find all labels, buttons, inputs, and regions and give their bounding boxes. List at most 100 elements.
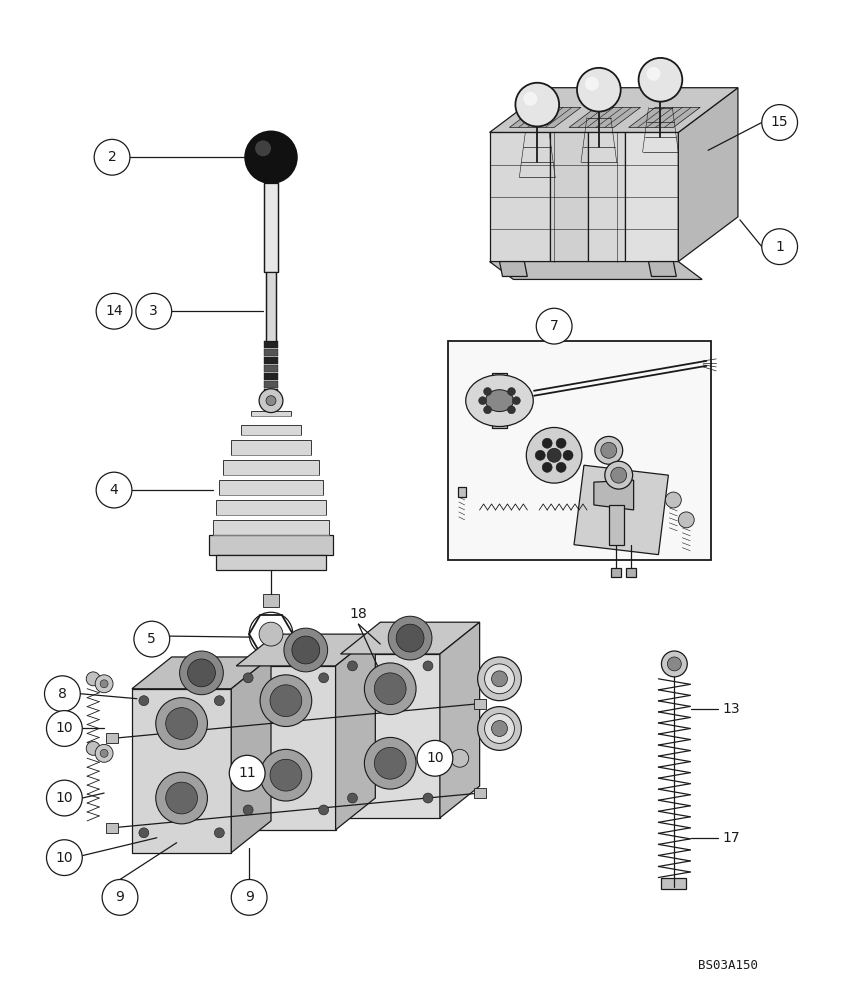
Circle shape: [483, 388, 492, 395]
Circle shape: [136, 293, 171, 329]
Circle shape: [44, 676, 81, 712]
Circle shape: [260, 749, 312, 801]
Circle shape: [661, 651, 687, 677]
Polygon shape: [232, 440, 310, 455]
Polygon shape: [132, 689, 232, 853]
Polygon shape: [661, 878, 686, 889]
Circle shape: [762, 105, 797, 140]
Circle shape: [484, 714, 515, 743]
Polygon shape: [237, 666, 336, 830]
Circle shape: [478, 397, 487, 405]
Circle shape: [523, 92, 538, 106]
Circle shape: [215, 828, 225, 838]
Polygon shape: [341, 654, 440, 818]
Circle shape: [259, 622, 283, 646]
Circle shape: [156, 698, 208, 749]
Circle shape: [243, 805, 253, 815]
Polygon shape: [223, 460, 319, 475]
Circle shape: [535, 450, 545, 460]
Circle shape: [284, 628, 327, 672]
Polygon shape: [499, 262, 527, 276]
Text: 2: 2: [108, 150, 116, 164]
Circle shape: [666, 492, 681, 508]
Polygon shape: [264, 373, 278, 380]
Text: 18: 18: [349, 607, 367, 621]
Text: 17: 17: [722, 831, 739, 845]
Text: 3: 3: [149, 304, 159, 318]
Circle shape: [483, 406, 492, 414]
Text: 1: 1: [775, 240, 784, 254]
Circle shape: [492, 721, 507, 736]
Circle shape: [507, 406, 516, 414]
Circle shape: [260, 675, 312, 727]
Text: BS03A150: BS03A150: [698, 959, 758, 972]
Circle shape: [266, 396, 276, 406]
Polygon shape: [569, 107, 640, 127]
Polygon shape: [550, 132, 588, 262]
Polygon shape: [628, 107, 700, 127]
Circle shape: [507, 388, 516, 395]
Circle shape: [187, 659, 215, 687]
Circle shape: [601, 442, 616, 458]
Polygon shape: [458, 487, 466, 497]
Circle shape: [527, 427, 582, 483]
Circle shape: [563, 450, 573, 460]
Circle shape: [547, 448, 561, 462]
Circle shape: [492, 671, 507, 687]
Bar: [448, 341, 711, 560]
Polygon shape: [649, 262, 677, 276]
Polygon shape: [264, 397, 278, 404]
Circle shape: [556, 462, 566, 472]
Circle shape: [536, 308, 572, 344]
Circle shape: [365, 663, 416, 715]
Circle shape: [611, 467, 627, 483]
Polygon shape: [220, 480, 323, 495]
Polygon shape: [241, 425, 301, 435]
Polygon shape: [609, 505, 623, 545]
Circle shape: [348, 661, 358, 671]
Circle shape: [100, 680, 108, 688]
Circle shape: [374, 673, 406, 705]
Text: 4: 4: [109, 483, 119, 497]
Circle shape: [477, 707, 522, 750]
Circle shape: [451, 749, 469, 767]
Circle shape: [165, 708, 198, 739]
Circle shape: [423, 793, 433, 803]
Bar: [106, 733, 118, 743]
Circle shape: [180, 651, 223, 695]
Circle shape: [374, 747, 406, 779]
Polygon shape: [232, 657, 271, 853]
Circle shape: [156, 772, 208, 824]
Bar: [106, 823, 118, 833]
Ellipse shape: [466, 375, 533, 426]
Circle shape: [595, 436, 622, 464]
Text: 5: 5: [148, 632, 156, 646]
Circle shape: [556, 438, 566, 448]
Circle shape: [605, 461, 633, 489]
Circle shape: [516, 83, 559, 126]
Circle shape: [270, 759, 302, 791]
Circle shape: [678, 512, 695, 528]
Circle shape: [423, 661, 433, 671]
Circle shape: [95, 675, 113, 693]
Polygon shape: [489, 88, 738, 132]
Circle shape: [762, 229, 797, 265]
Circle shape: [417, 740, 453, 776]
Polygon shape: [489, 262, 702, 279]
Circle shape: [96, 472, 132, 508]
Polygon shape: [611, 568, 621, 577]
Text: 10: 10: [56, 851, 73, 865]
Polygon shape: [216, 500, 326, 515]
Circle shape: [47, 711, 82, 746]
Text: 13: 13: [722, 702, 739, 716]
Text: 7: 7: [550, 319, 559, 333]
Polygon shape: [588, 132, 626, 262]
Circle shape: [102, 879, 138, 915]
Circle shape: [139, 696, 148, 706]
Circle shape: [215, 696, 225, 706]
Circle shape: [255, 140, 271, 156]
Polygon shape: [510, 107, 581, 127]
Polygon shape: [492, 373, 507, 428]
Circle shape: [577, 68, 621, 112]
Circle shape: [585, 77, 599, 91]
